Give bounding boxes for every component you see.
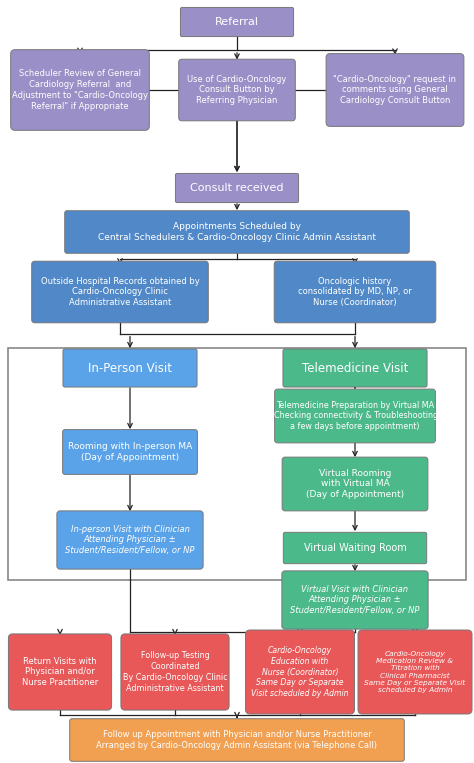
FancyBboxPatch shape bbox=[32, 261, 208, 323]
Text: Referral: Referral bbox=[215, 17, 259, 27]
FancyBboxPatch shape bbox=[179, 60, 295, 121]
FancyBboxPatch shape bbox=[181, 8, 293, 37]
Text: Rooming with In-person MA
(Day of Appointment): Rooming with In-person MA (Day of Appoin… bbox=[68, 442, 192, 462]
FancyBboxPatch shape bbox=[326, 53, 464, 127]
Text: Virtual Visit with Clinician
Attending Physician ±
Student/Resident/Fellow, or N: Virtual Visit with Clinician Attending P… bbox=[290, 584, 419, 615]
FancyBboxPatch shape bbox=[57, 511, 203, 569]
Bar bbox=[8, 348, 466, 580]
FancyBboxPatch shape bbox=[282, 457, 428, 511]
FancyBboxPatch shape bbox=[63, 430, 197, 475]
Text: Return Visits with
Physician and/or
Nurse Practitioner: Return Visits with Physician and/or Nurs… bbox=[22, 657, 98, 687]
Text: Virtual Waiting Room: Virtual Waiting Room bbox=[304, 543, 406, 553]
Text: Scheduler Review of General
Cardiology Referral  and
Adjustment to "Cardio-Oncol: Scheduler Review of General Cardiology R… bbox=[12, 69, 148, 111]
FancyBboxPatch shape bbox=[358, 630, 472, 714]
Text: Telemedicine Preparation by Virtual MA
(Checking connectivity & Troubleshooting
: Telemedicine Preparation by Virtual MA (… bbox=[272, 401, 438, 431]
Text: Outside Hospital Records obtained by
Cardio-Oncology Clinic
Administrative Assis: Outside Hospital Records obtained by Car… bbox=[41, 277, 200, 307]
FancyBboxPatch shape bbox=[11, 50, 149, 130]
Text: Virtual Rooming
with Virtual MA
(Day of Appointment): Virtual Rooming with Virtual MA (Day of … bbox=[306, 468, 404, 499]
Text: In-person Visit with Clinician
Attending Physician ±
Student/Resident/Fellow, or: In-person Visit with Clinician Attending… bbox=[65, 525, 195, 555]
Text: "Cardio-Oncology" request in
comments using General
Cardiology Consult Button: "Cardio-Oncology" request in comments us… bbox=[334, 75, 456, 105]
FancyBboxPatch shape bbox=[63, 349, 197, 387]
Text: Follow-up Testing
Coordinated
By Cardio-Oncology Clinic
Administrative Assistant: Follow-up Testing Coordinated By Cardio-… bbox=[123, 652, 228, 693]
Text: Telemedicine Visit: Telemedicine Visit bbox=[302, 362, 408, 375]
FancyBboxPatch shape bbox=[70, 719, 404, 761]
Text: Use of Cardio-Oncology
Consult Button by
Referring Physician: Use of Cardio-Oncology Consult Button by… bbox=[187, 75, 287, 105]
FancyBboxPatch shape bbox=[274, 389, 436, 443]
FancyBboxPatch shape bbox=[65, 211, 409, 253]
FancyBboxPatch shape bbox=[282, 571, 428, 629]
FancyBboxPatch shape bbox=[283, 349, 427, 387]
Text: Cardio-Oncology
Education with
Nurse (Coordinator)
Same Day or Separate
Visit sc: Cardio-Oncology Education with Nurse (Co… bbox=[251, 646, 349, 698]
Text: Oncologic history
consolidated by MD, NP, or
Nurse (Coordinator): Oncologic history consolidated by MD, NP… bbox=[298, 277, 412, 307]
FancyBboxPatch shape bbox=[283, 533, 427, 564]
Text: Follow up Appointment with Physician and/or Nurse Practitioner
Arranged by Cardi: Follow up Appointment with Physician and… bbox=[97, 730, 377, 750]
FancyBboxPatch shape bbox=[274, 261, 436, 323]
Text: Appointments Scheduled by
Central Schedulers & Cardio-Oncology Clinic Admin Assi: Appointments Scheduled by Central Schedu… bbox=[98, 222, 376, 242]
FancyBboxPatch shape bbox=[246, 630, 355, 714]
FancyBboxPatch shape bbox=[121, 634, 229, 710]
Text: In-Person Visit: In-Person Visit bbox=[88, 362, 172, 375]
Text: Consult received: Consult received bbox=[190, 183, 284, 193]
FancyBboxPatch shape bbox=[175, 173, 299, 202]
Text: Cardio-Oncology
Medication Review &
Titration with
Clinical Pharmacist
Same Day : Cardio-Oncology Medication Review & Titr… bbox=[365, 651, 465, 694]
FancyBboxPatch shape bbox=[9, 634, 111, 710]
